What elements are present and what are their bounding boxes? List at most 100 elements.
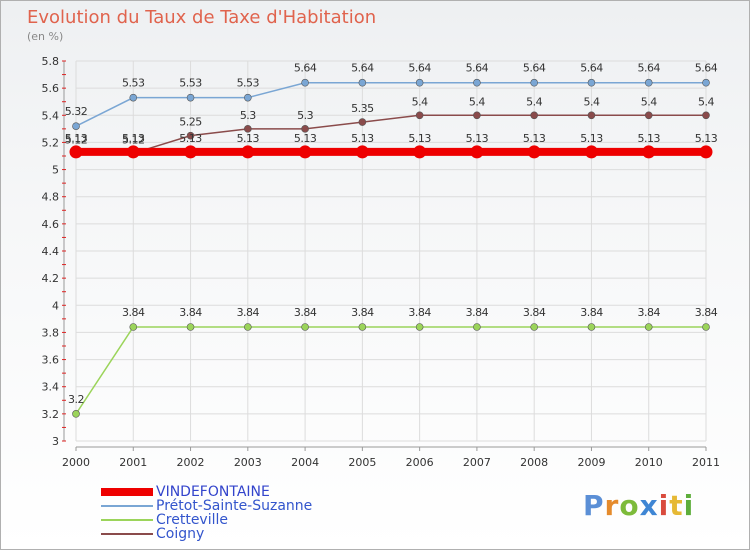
legend-swatch <box>101 533 153 535</box>
data-label: 5.64 <box>408 62 431 75</box>
x-tick-label: 2011 <box>692 456 720 469</box>
data-point <box>530 78 538 87</box>
y-tick-label: 3.4 <box>42 381 60 394</box>
data-point <box>186 323 195 331</box>
data-label: 5.13 <box>695 132 718 145</box>
data-point <box>530 323 538 331</box>
data-label: 5.4 <box>469 95 485 108</box>
data-point <box>644 323 653 331</box>
data-label: 3.84 <box>351 306 374 319</box>
legend-swatch <box>101 488 153 496</box>
logo-letter: r <box>604 489 620 522</box>
chart-unit-note: (en %) <box>27 30 64 43</box>
x-tick-label: 2007 <box>463 456 491 469</box>
data-label: 5.13 <box>65 132 88 145</box>
data-point <box>298 145 312 159</box>
data-label: 5.64 <box>580 62 603 75</box>
y-tick-label: 4.2 <box>42 272 60 285</box>
x-tick-label: 2009 <box>577 456 605 469</box>
data-label: 5.4 <box>583 95 599 108</box>
chart-title: Evolution du Taux de Taxe d'Habitation <box>27 7 377 28</box>
data-label: 5.35 <box>351 102 374 115</box>
data-label: 5.64 <box>637 62 660 75</box>
data-point <box>244 93 252 102</box>
data-label: 5.3 <box>297 109 313 122</box>
y-tick-label: 4.8 <box>42 191 60 204</box>
logo-letter: o <box>619 489 640 522</box>
x-tick-label: 2008 <box>520 456 548 469</box>
data-label: 5.53 <box>122 77 145 90</box>
chart-legend: VINDEFONTAINE Prétot-Sainte-Suzanne Crette… <box>101 485 421 541</box>
data-label: 5.64 <box>351 62 374 75</box>
x-tick-label: 2006 <box>406 456 434 469</box>
data-point <box>702 111 710 120</box>
data-point <box>184 145 198 159</box>
data-point <box>470 145 484 159</box>
data-label: 5.13 <box>179 132 202 145</box>
y-tick-label: 5.2 <box>42 136 60 149</box>
y-tick-label: 4.4 <box>42 245 60 258</box>
data-label: 5.13 <box>466 132 489 145</box>
y-tick-label: 5.6 <box>42 82 60 95</box>
data-point <box>587 323 596 331</box>
data-label: 3.84 <box>237 306 260 319</box>
data-point <box>527 145 541 159</box>
data-point <box>301 125 309 133</box>
x-tick-label: 2003 <box>234 456 262 469</box>
data-point <box>473 323 481 331</box>
data-label: 3.84 <box>179 306 202 319</box>
data-point <box>644 111 653 120</box>
data-point <box>473 111 481 120</box>
y-tick-label: 3.2 <box>42 408 60 421</box>
y-tick-label: 4.6 <box>42 218 60 231</box>
data-point <box>358 78 367 87</box>
data-label: 5.32 <box>65 105 88 118</box>
data-label: 5.13 <box>122 132 145 145</box>
legend-swatch <box>101 519 153 521</box>
legend-label: Coigny <box>156 526 205 542</box>
data-label: 3.84 <box>695 306 718 319</box>
data-point <box>699 145 713 159</box>
data-point <box>644 78 653 87</box>
y-tick-label: 3.8 <box>42 326 60 339</box>
series-line-1 <box>75 81 706 127</box>
data-point <box>530 111 538 120</box>
proxiti-logo: Proxiti <box>583 489 694 522</box>
data-point <box>186 131 195 140</box>
legend-swatch <box>101 505 153 507</box>
data-label: 3.84 <box>523 306 546 319</box>
legend-label: Prétot-Sainte-Suzanne <box>156 498 313 514</box>
data-label: 5.12 <box>65 133 88 146</box>
data-point <box>244 323 252 331</box>
data-label: 3.84 <box>580 306 603 319</box>
data-point <box>355 145 369 159</box>
x-tick-label: 2005 <box>348 456 376 469</box>
logo-letter: t <box>669 489 684 522</box>
data-label: 5.4 <box>641 95 657 108</box>
legend-item: Prétot-Sainte-Suzanne <box>101 499 421 513</box>
data-label: 5.13 <box>408 132 431 145</box>
legend-item: Coigny <box>101 527 421 541</box>
data-point <box>415 78 424 87</box>
data-label: 5.64 <box>695 62 718 75</box>
y-tick-label: 3.6 <box>42 354 60 367</box>
data-point <box>301 78 309 87</box>
data-point <box>244 125 252 133</box>
data-point <box>72 410 80 418</box>
logo-letter: i <box>683 489 695 522</box>
data-label: 5.13 <box>351 132 374 145</box>
data-point <box>69 145 83 159</box>
x-tick-label: 2000 <box>62 456 90 469</box>
data-label: 3.84 <box>408 306 431 319</box>
data-point <box>186 93 195 102</box>
legend-label: VINDEFONTAINE <box>156 484 270 500</box>
data-point <box>126 145 140 159</box>
data-label: 5.64 <box>523 62 546 75</box>
data-point <box>642 145 656 159</box>
data-label: 3.84 <box>466 306 489 319</box>
data-point <box>413 145 427 159</box>
series-line-3 <box>76 114 706 155</box>
data-label: 5.4 <box>698 95 714 108</box>
